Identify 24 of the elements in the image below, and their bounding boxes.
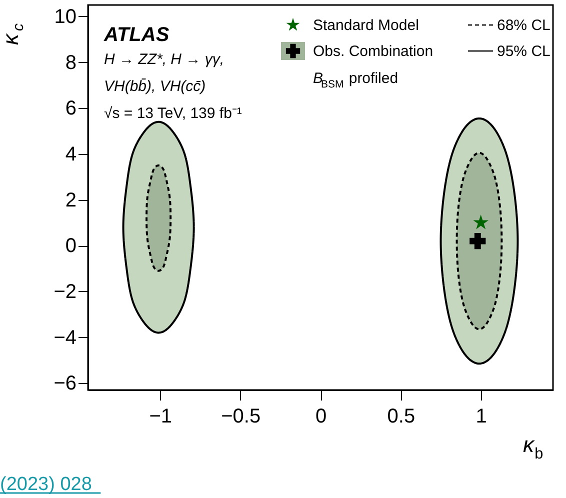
y-axis-title: κc (0, 23, 27, 45)
annotation: ATLAS (103, 24, 170, 46)
annotation: VH(bb̄), VH(cc̄) (104, 78, 206, 95)
y-tick-label: −4 (54, 326, 76, 349)
annotation: H → ZZ*, H → γγ, (104, 51, 224, 68)
y-tick-label: 8 (65, 52, 76, 74)
x-tick-label: 0 (315, 406, 327, 428)
x-tick-label: −0.5 (221, 406, 261, 428)
y-tick-label: 0 (65, 235, 76, 258)
y-tick-label: 2 (65, 189, 76, 212)
legend-label: Obs. Combination (313, 43, 434, 60)
y-tick-label: 4 (65, 143, 76, 166)
legend-label: Standard Model (313, 17, 419, 34)
x-tick-label: −1 (149, 406, 172, 428)
y-tick-label: −2 (54, 280, 76, 303)
y-tick-label: 6 (65, 98, 76, 120)
legend-label: 68% CL (497, 17, 550, 34)
text: (2023) 028 (0, 474, 92, 495)
x-tick-label: 0.5 (387, 406, 416, 428)
y-tick-label: −6 (54, 372, 76, 395)
y-tick-label: 10 (54, 6, 76, 28)
annotation: √s = 13 TeV, 139 fb⁻¹ (104, 105, 242, 122)
legend-label: 95% CL (497, 43, 550, 60)
x-tick-label: 1 (476, 406, 487, 428)
